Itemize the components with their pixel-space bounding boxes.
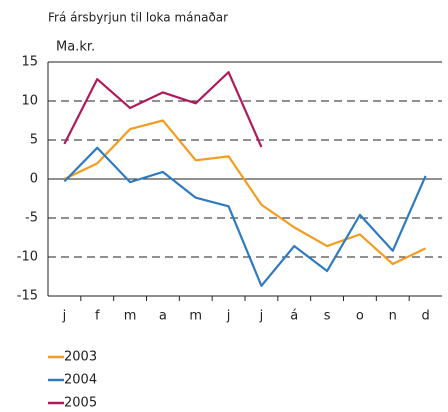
x-tick-label: f	[95, 309, 100, 324]
series-line	[63, 146, 427, 287]
x-tick-label: m	[124, 309, 137, 324]
series-line	[63, 71, 263, 148]
x-tick-label: s	[324, 309, 331, 324]
x-tick-label: o	[356, 309, 364, 324]
x-tick-label: d	[421, 309, 429, 324]
x-tick-label: j	[226, 309, 231, 324]
y-tick-label: 10	[21, 94, 38, 109]
y-tick-label: 5	[30, 133, 38, 148]
y-axis-label: Ma.kr.	[56, 40, 95, 55]
x-tick-label: a	[159, 309, 167, 324]
y-tick-label: 0	[30, 172, 38, 187]
y-tick-label: -10	[17, 250, 38, 265]
y-tick-label: -15	[17, 289, 38, 304]
x-tick-label: m	[189, 309, 202, 324]
chart-title: Frá ársbyrjun til loka mánaðar	[48, 11, 228, 25]
x-tick-label: n	[389, 309, 397, 324]
y-tick-label: 15	[21, 55, 38, 70]
x-tick-label: j	[62, 309, 67, 324]
legend-label: 2005	[64, 396, 97, 411]
legend-label: 2003	[64, 350, 97, 365]
x-tick-label: á	[290, 309, 298, 324]
y-tick-label: -5	[25, 211, 38, 226]
series-line	[63, 119, 427, 266]
x-tick-label: j	[259, 309, 264, 324]
legend-label: 2004	[64, 373, 97, 388]
